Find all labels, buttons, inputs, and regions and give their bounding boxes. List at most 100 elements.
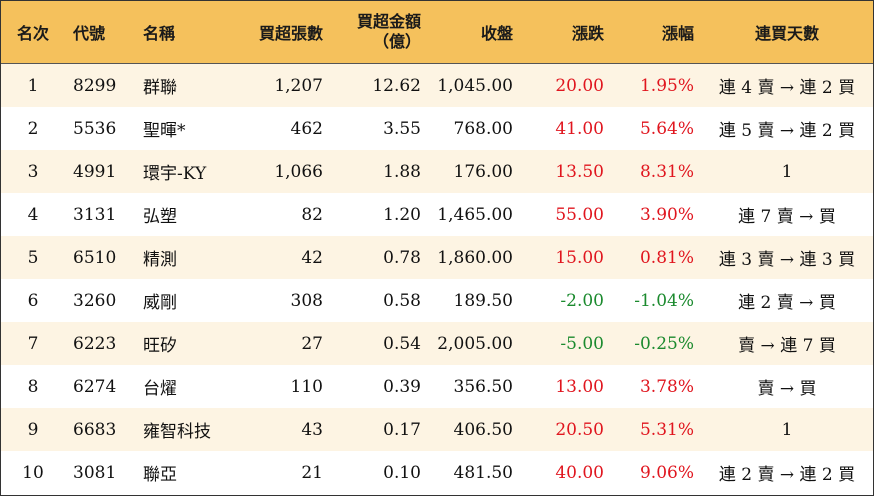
cell-net-buy-lots: 42 (301, 247, 323, 268)
table-row: 8 6274 台燿 110 0.39 356.50 13.00 3.78% 賣 → 買 (1, 365, 873, 408)
cell-name: 旺矽 (143, 336, 177, 356)
cell-close: 2,005.00 (437, 333, 513, 354)
cell-code: 6223 (73, 333, 117, 354)
cell-close: 406.50 (453, 419, 513, 440)
cell-change-pct: -0.25% (634, 333, 694, 354)
header-name: 名稱 (143, 24, 176, 43)
cell-rank: 10 (22, 462, 44, 483)
cell-buy-streak: 連 4 賣 → 連 2 買 (718, 78, 856, 98)
table-row: 2 5536 聖暉* 462 3.55 768.00 41.00 5.64% 連 5 賣 → 連… (1, 107, 873, 150)
cell-close: 1,465.00 (437, 204, 513, 225)
cell-rank: 6 (27, 290, 39, 311)
header-net-buy-amount-line2: （億） (372, 32, 421, 51)
cell-rank: 7 (27, 333, 39, 354)
cell-change: 55.00 (555, 204, 604, 225)
cell-code: 6683 (73, 419, 117, 440)
cell-buy-streak: 連 2 賣 → 買 (738, 293, 836, 313)
cell-change: -5.00 (560, 333, 604, 354)
cell-change-pct: 3.78% (639, 376, 694, 397)
cell-buy-streak: 連 5 賣 → 連 2 買 (718, 121, 856, 141)
cell-rank: 5 (27, 247, 39, 268)
cell-change: 20.00 (555, 75, 604, 96)
cell-name: 雍智科技 (143, 422, 211, 442)
cell-close: 356.50 (453, 376, 513, 397)
cell-name: 群聯 (143, 78, 177, 98)
cell-close: 1,860.00 (437, 247, 513, 268)
cell-net-buy-amount: 0.39 (383, 376, 421, 397)
cell-name: 聖暉* (143, 121, 186, 141)
cell-rank: 3 (27, 161, 39, 182)
cell-change-pct: 0.81% (639, 247, 694, 268)
table-row: 6 3260 威剛 308 0.58 189.50 -2.00 -1.04% 連 2 賣 → 買 (1, 279, 873, 322)
cell-net-buy-amount: 0.58 (383, 290, 421, 311)
cell-rank: 4 (27, 204, 39, 225)
table-row: 1 8299 群聯 1,207 12.62 1,045.00 20.00 1.95% 連 4 賣… (1, 64, 873, 107)
cell-net-buy-lots: 1,207 (274, 75, 323, 96)
cell-change: 40.00 (555, 462, 604, 483)
cell-change: 13.50 (555, 161, 604, 182)
cell-close: 768.00 (453, 118, 513, 139)
cell-net-buy-amount: 0.78 (383, 247, 421, 268)
cell-net-buy-amount: 0.54 (383, 333, 421, 354)
table-header-row: 名次 代號 名稱 買超張數 買超金額 （億） 收盤 漲跌 漲幅 連買天數 (1, 1, 873, 64)
cell-name: 台燿 (143, 379, 177, 399)
cell-close: 189.50 (453, 290, 513, 311)
cell-change: 41.00 (555, 118, 604, 139)
cell-buy-streak: 1 (781, 419, 793, 440)
cell-change-pct: -1.04% (634, 290, 694, 311)
header-net-buy-amount-line1: 買超金額 (356, 12, 421, 31)
cell-net-buy-lots: 462 (290, 118, 323, 139)
cell-change: -2.00 (560, 290, 604, 311)
cell-name: 威剛 (143, 293, 177, 313)
cell-net-buy-amount: 0.17 (383, 419, 421, 440)
cell-net-buy-amount: 1.20 (383, 204, 421, 225)
cell-net-buy-lots: 21 (301, 462, 323, 483)
cell-change-pct: 8.31% (639, 161, 694, 182)
cell-code: 6510 (73, 247, 117, 268)
cell-change: 13.00 (555, 376, 604, 397)
table-row: 4 3131 弘塑 82 1.20 1,465.00 55.00 3.90% 連 7 賣 → 買 (1, 193, 873, 236)
cell-code: 3131 (73, 204, 117, 225)
cell-change-pct: 5.64% (639, 118, 694, 139)
header-buy-streak: 連買天數 (754, 24, 819, 43)
cell-net-buy-amount: 1.88 (383, 161, 421, 182)
header-change: 漲跌 (571, 24, 604, 43)
header-close: 收盤 (480, 24, 513, 43)
cell-buy-streak: 連 7 賣 → 買 (738, 207, 836, 227)
cell-net-buy-lots: 110 (290, 376, 323, 397)
cell-close: 176.00 (453, 161, 513, 182)
table-row: 5 6510 精測 42 0.78 1,860.00 15.00 0.81% 連 3 賣 → 連… (1, 236, 873, 279)
table-row: 3 4991 環宇-KY 1,066 1.88 176.00 13.50 8.31% 1 (1, 150, 873, 193)
header-net-buy-amount: 買超金額 （億） (331, 1, 421, 63)
cell-buy-streak: 賣 → 買 (757, 379, 817, 399)
cell-net-buy-lots: 1,066 (274, 161, 323, 182)
header-code: 代號 (73, 24, 106, 43)
cell-code: 3081 (73, 462, 117, 483)
cell-name: 聯亞 (143, 465, 177, 485)
cell-change-pct: 5.31% (639, 419, 694, 440)
cell-net-buy-amount: 0.10 (383, 462, 421, 483)
cell-buy-streak: 賣 → 連 7 買 (738, 336, 836, 356)
cell-change: 15.00 (555, 247, 604, 268)
cell-change: 20.50 (555, 419, 604, 440)
table-row: 7 6223 旺矽 27 0.54 2,005.00 -5.00 -0.25% 賣 → 連 7 … (1, 322, 873, 365)
header-net-buy-lots: 買超張數 (258, 24, 323, 43)
table-row: 9 6683 雍智科技 43 0.17 406.50 20.50 5.31% 1 (1, 408, 873, 451)
cell-change-pct: 9.06% (639, 462, 694, 483)
cell-name: 環宇-KY (143, 164, 207, 184)
cell-rank: 1 (27, 75, 39, 96)
cell-close: 481.50 (453, 462, 513, 483)
cell-code: 6274 (73, 376, 117, 397)
cell-buy-streak: 連 3 賣 → 連 3 買 (718, 250, 856, 270)
header-rank: 名次 (16, 24, 49, 43)
cell-rank: 8 (27, 376, 39, 397)
cell-rank: 2 (27, 118, 39, 139)
cell-net-buy-lots: 308 (290, 290, 323, 311)
cell-code: 8299 (73, 75, 117, 96)
cell-net-buy-amount: 3.55 (383, 118, 421, 139)
cell-net-buy-lots: 27 (301, 333, 323, 354)
cell-code: 4991 (73, 161, 117, 182)
cell-change-pct: 3.90% (639, 204, 694, 225)
cell-code: 3260 (73, 290, 117, 311)
